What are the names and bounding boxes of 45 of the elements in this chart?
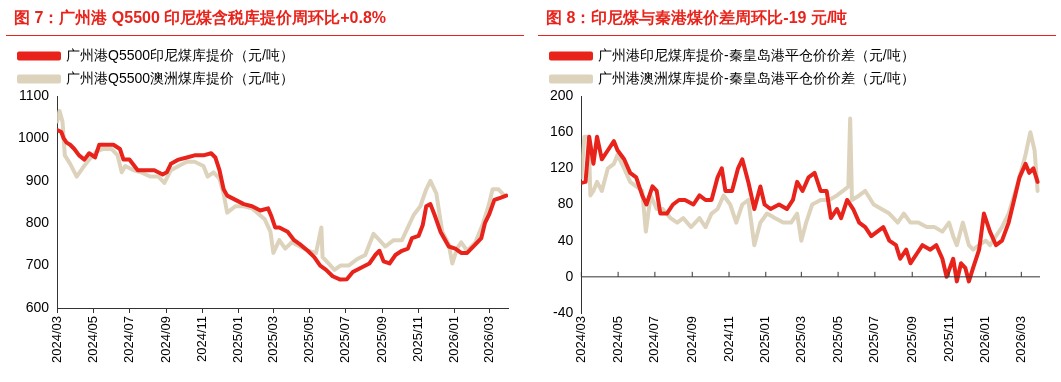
x-tick-label: 2024/05 [609, 316, 625, 364]
y-tick-label: 600 [25, 298, 50, 315]
x-tick-label: 2024/11 [193, 316, 209, 363]
y-tick-label: 0 [565, 267, 574, 284]
legend-label: 广州港Q5500澳洲煤库提价（元/吨） [66, 69, 294, 86]
y-tick-label: 800 [25, 214, 50, 231]
x-tick-label: 2024/11 [720, 316, 736, 363]
y-tick-label: 1000 [17, 129, 50, 146]
chart-title: 图 7：广州港 Q5500 印尼煤含税库提价周环比+0.8% [6, 4, 524, 36]
x-tick-label: 2024/07 [646, 316, 662, 364]
x-tick-label: 2026/03 [1012, 316, 1028, 364]
x-tick-label: 2024/09 [157, 316, 173, 364]
y-tick-label: 80 [557, 195, 574, 212]
y-tick-label: 40 [557, 231, 574, 248]
y-tick-label: -40 [553, 303, 574, 320]
y-tick-label: 900 [25, 171, 50, 188]
legend-label: 广州港澳洲煤库提价-秦皇岛港平仓价价差（元/吨） [598, 69, 915, 86]
x-tick-label: 2025/11 [410, 316, 426, 363]
legend-label: 广州港印尼煤库提价-秦皇岛港平仓价价差（元/吨） [598, 46, 915, 63]
x-tick-label: 2026/03 [481, 316, 497, 364]
y-tick-label: 200 [550, 86, 574, 103]
x-tick-label: 2024/05 [84, 316, 100, 364]
x-tick-label: 2024/03 [572, 316, 588, 364]
x-tick-label: 2025/01 [230, 316, 246, 364]
x-tick-label: 2026/01 [446, 316, 462, 364]
x-tick-label: 2024/07 [121, 316, 136, 364]
x-tick-label: 2025/01 [757, 316, 773, 364]
x-tick-label: 2025/05 [301, 316, 317, 364]
x-tick-label: 2025/03 [264, 316, 280, 364]
chart-title: 图 8：印尼煤与秦港煤价差周环比-19 元/吨 [538, 4, 1056, 36]
x-tick-label: 2025/11 [940, 316, 956, 363]
x-tick-label: 2025/05 [829, 316, 845, 364]
x-tick-label: 2026/01 [977, 316, 993, 364]
y-tick-label: 700 [25, 256, 50, 273]
x-tick-label: 2025/09 [903, 316, 919, 364]
y-tick-label: 160 [550, 123, 574, 140]
x-tick-label: 2025/07 [337, 316, 353, 364]
x-tick-label: 2025/07 [866, 316, 882, 364]
y-tick-label: 120 [550, 159, 574, 176]
legend-label: 广州港Q5500印尼煤库提价（元/吨） [66, 46, 294, 63]
y-tick-label: 1100 [19, 86, 50, 103]
x-tick-label: 2025/09 [373, 316, 389, 364]
x-tick-label: 2024/09 [683, 316, 699, 364]
x-tick-label: 2024/03 [48, 316, 64, 364]
x-tick-label: 2025/03 [792, 316, 808, 364]
